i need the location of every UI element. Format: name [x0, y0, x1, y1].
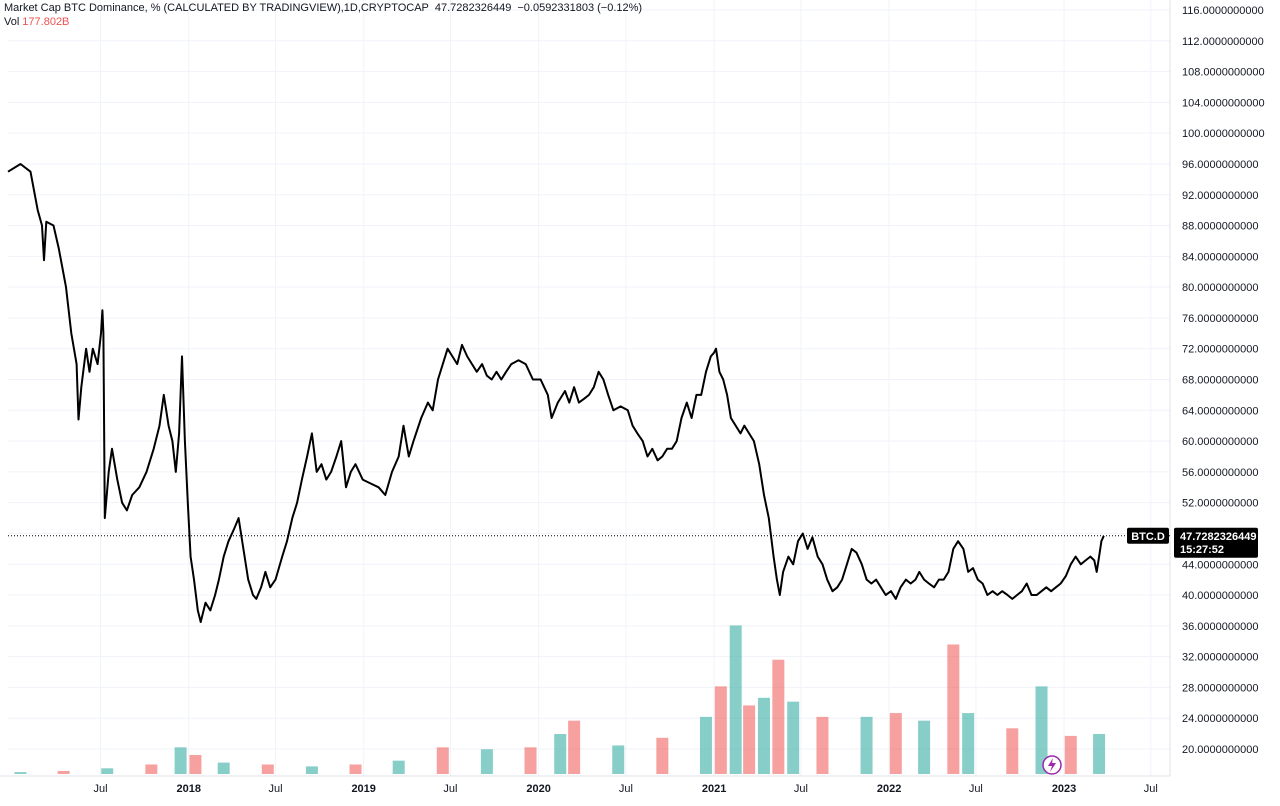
- legend-source: (CALCULATED BY TRADINGVIEW): [163, 2, 341, 14]
- y-tick-label: 24.0000000000: [1182, 713, 1258, 725]
- volume-bar: [787, 701, 800, 774]
- volume-bar: [217, 762, 230, 774]
- legend-symbol-title[interactable]: Market Cap BTC Dominance, %: [4, 2, 161, 14]
- price-badge-bg: [1174, 527, 1258, 558]
- y-tick-label: 20.0000000000: [1182, 744, 1258, 756]
- time-tick-label: 2018: [176, 783, 200, 795]
- volume-bar: [189, 754, 202, 774]
- y-tick-label: 88.0000000000: [1182, 221, 1258, 233]
- legend-interval: 1D: [343, 2, 358, 14]
- y-tick-label: 36.0000000000: [1182, 621, 1258, 633]
- volume-bar: [349, 764, 362, 774]
- y-tick-label: 112.0000000000: [1182, 36, 1264, 48]
- legend-vol-value: 177.802B: [22, 16, 70, 28]
- time-tick-label: Jul: [969, 783, 983, 795]
- y-tick-label: 56.0000000000: [1182, 467, 1258, 479]
- y-tick-label: 40.0000000000: [1182, 590, 1258, 602]
- y-tick-label: 80.0000000000: [1182, 282, 1258, 294]
- time-tick-label: Jul: [268, 783, 282, 795]
- legend-volume-row: Vol 177.802B: [4, 15, 642, 29]
- legend-vol-label[interactable]: Vol: [4, 16, 20, 28]
- volume-bar: [889, 713, 902, 774]
- y-tick-label: 84.0000000000: [1182, 251, 1258, 263]
- volume-bar: [743, 705, 756, 774]
- volume-bar: [860, 716, 873, 774]
- y-tick-label: 52.0000000000: [1182, 498, 1258, 510]
- y-tick-label: 60.0000000000: [1182, 436, 1258, 448]
- lightning-icon[interactable]: [1042, 755, 1062, 775]
- time-tick-label: 2020: [526, 783, 550, 795]
- legend-change-pct: (−0.12%): [597, 2, 643, 14]
- volume-bar: [772, 659, 785, 774]
- volume-bar: [714, 686, 727, 774]
- volume-bar: [145, 764, 158, 774]
- y-tick-label: 44.0000000000: [1182, 559, 1258, 571]
- y-tick-label: 104.0000000000: [1182, 97, 1265, 109]
- volume-bar: [962, 713, 975, 774]
- volume-bar: [1035, 686, 1048, 774]
- volume-bar: [568, 720, 581, 774]
- volume-bar: [57, 770, 70, 774]
- y-tick-label: 68.0000000000: [1182, 375, 1258, 387]
- y-tick-label: 72.0000000000: [1182, 344, 1258, 356]
- volume-bar: [480, 749, 493, 774]
- y-tick-label: 92.0000000000: [1182, 190, 1258, 202]
- volume-bar: [1006, 728, 1019, 774]
- volume-bar: [918, 720, 931, 774]
- volume-bar: [816, 716, 829, 774]
- legend-change: −0.0592331803: [517, 2, 595, 14]
- price-badge-value: 47.7282326449: [1180, 531, 1256, 543]
- time-tick-label: Jul: [93, 783, 107, 795]
- volume-bar: [524, 747, 537, 774]
- time-tick-label: Jul: [443, 783, 457, 795]
- symbol-badge-bg: [1127, 527, 1169, 544]
- volume-bar: [14, 772, 27, 774]
- price-badge-countdown: 15:27:52: [1180, 544, 1224, 556]
- volume-bar: [1064, 735, 1077, 774]
- volume-bar: [436, 747, 449, 774]
- time-tick-label: Jul: [1144, 783, 1158, 795]
- y-tick-label: 28.0000000000: [1182, 682, 1258, 694]
- legend-last-value: 47.7282326449: [434, 2, 512, 14]
- y-tick-label: 116.0000000000: [1182, 5, 1264, 17]
- volume-bar: [174, 747, 187, 774]
- time-tick-label: 2023: [1052, 783, 1076, 795]
- time-tick-label: 2021: [702, 783, 726, 795]
- chart-legend: Market Cap BTC Dominance, % (CALCULATED B…: [4, 1, 642, 29]
- time-tick-label: 2019: [351, 783, 375, 795]
- legend-exchange: CRYPTOCAP: [360, 2, 429, 14]
- time-tick-label: Jul: [794, 783, 808, 795]
- volume-bar: [305, 766, 318, 774]
- time-tick-label: Jul: [619, 783, 633, 795]
- y-tick-label: 32.0000000000: [1182, 652, 1258, 664]
- symbol-badge: BTC.D: [1131, 531, 1165, 543]
- volume-bar: [729, 625, 742, 774]
- legend-main-row: Market Cap BTC Dominance, % (CALCULATED B…: [4, 2, 643, 14]
- y-tick-label: 96.0000000000: [1182, 159, 1258, 171]
- volume-bar: [261, 764, 274, 774]
- volume-bar: [947, 644, 960, 774]
- volume-bar: [612, 745, 625, 774]
- y-tick-label: 108.0000000000: [1182, 67, 1265, 79]
- volume-bar: [757, 697, 770, 774]
- y-tick-label: 64.0000000000: [1182, 405, 1258, 417]
- time-tick-label: 2022: [877, 783, 901, 795]
- volume-bar: [101, 768, 114, 774]
- volume-bar: [554, 734, 567, 774]
- price-line: [7, 163, 1105, 623]
- volume-bar: [392, 760, 405, 774]
- y-tick-label: 76.0000000000: [1182, 313, 1258, 325]
- volume-bar: [699, 716, 712, 774]
- y-tick-label: 100.0000000000: [1182, 128, 1265, 140]
- volume-bar: [656, 737, 669, 774]
- volume-bar: [1093, 734, 1106, 774]
